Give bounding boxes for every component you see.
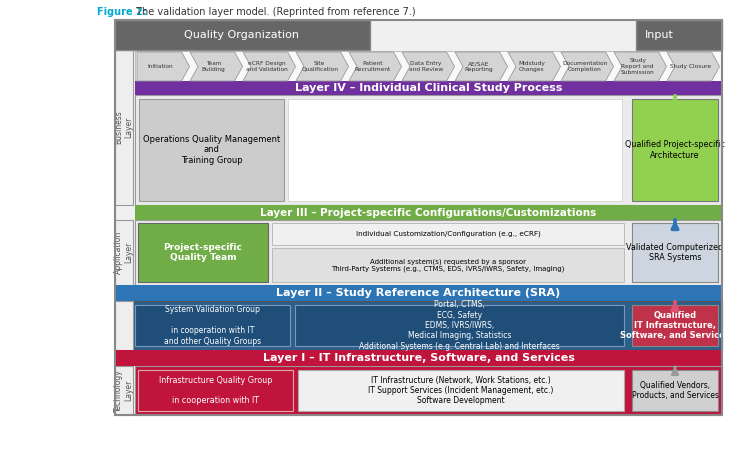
Text: Data Entry
and Review: Data Entry and Review (409, 61, 442, 72)
Text: Layer II – Study Reference Architecture (SRA): Layer II – Study Reference Architecture … (276, 288, 560, 298)
Bar (115, 50, 133, 205)
Text: Midstudy
Changes: Midstudy Changes (518, 61, 545, 72)
Text: Operations Quality Management
and
Training Group: Operations Quality Management and Traini… (142, 135, 280, 165)
Bar (298, 370, 624, 411)
Text: Application
Layer: Application Layer (114, 231, 134, 274)
Polygon shape (667, 52, 719, 81)
Polygon shape (349, 52, 401, 81)
Text: Study
Report and
Submission: Study Report and Submission (621, 58, 655, 75)
Bar (295, 305, 624, 346)
Text: IT Infrastructure (Network, Work Stations, etc.)
IT Support Services (Incident M: IT Infrastructure (Network, Work Station… (368, 376, 554, 405)
Bar (632, 99, 718, 201)
Polygon shape (402, 52, 454, 81)
Text: Study Closure: Study Closure (670, 64, 711, 69)
Text: Technology
Layer: Technology Layer (114, 369, 134, 412)
Text: Team
Building: Team Building (202, 61, 226, 72)
Text: Site
Qualification: Site Qualification (301, 61, 338, 72)
Bar (115, 20, 722, 415)
Bar (135, 81, 722, 95)
Text: Figure 2:: Figure 2: (97, 7, 147, 17)
Bar (138, 223, 268, 282)
Text: eCRF Design
and Validation: eCRF Design and Validation (246, 61, 287, 72)
Text: Additional system(s) requested by a sponsor
Third-Party Systems (e.g., CTMS, EDS: Additional system(s) requested by a spon… (332, 258, 565, 272)
Bar (636, 20, 722, 50)
Polygon shape (296, 52, 349, 81)
Text: Qualified Vendors,
Products, and Services: Qualified Vendors, Products, and Service… (632, 381, 718, 400)
Bar (115, 20, 722, 415)
Text: Layer I – IT Infrastructure, Software, and Services: Layer I – IT Infrastructure, Software, a… (262, 353, 574, 363)
Text: Quality Organization: Quality Organization (184, 30, 299, 40)
Bar (632, 370, 718, 411)
Text: Portal, CTMS,
ECG, Safety
EDMS, IVRS/IWRS,
Medical Imaging, Statistics
Additiona: Portal, CTMS, ECG, Safety EDMS, IVRS/IWR… (359, 300, 560, 351)
Bar (115, 350, 722, 366)
Bar (632, 223, 718, 282)
Bar (135, 205, 722, 220)
Bar (272, 223, 624, 245)
Bar (632, 305, 718, 346)
Bar (115, 366, 133, 415)
Bar (135, 366, 722, 415)
Text: Project-specific
Quality Team: Project-specific Quality Team (164, 243, 242, 262)
Text: Initiation: Initiation (148, 64, 173, 69)
Polygon shape (455, 52, 508, 81)
Bar (272, 248, 624, 282)
Polygon shape (508, 52, 560, 81)
Polygon shape (243, 52, 296, 81)
Text: System Validation Group

in cooperation with IT
and other Quality Groups: System Validation Group in cooperation w… (164, 306, 261, 346)
Text: Validated Computerized
SRA Systems: Validated Computerized SRA Systems (626, 243, 724, 262)
Text: AE/SAE
Reporting: AE/SAE Reporting (464, 61, 493, 72)
Bar (288, 99, 622, 201)
Text: Qualified
IT Infrastructure,
Software, and Services: Qualified IT Infrastructure, Software, a… (620, 310, 730, 340)
Bar (115, 20, 370, 50)
Text: Qualified Project-specific
Architecture: Qualified Project-specific Architecture (625, 140, 725, 160)
Bar (115, 301, 722, 350)
Bar (135, 305, 290, 346)
Text: The validation layer model. (Reprinted from reference 7.): The validation layer model. (Reprinted f… (133, 7, 416, 17)
Bar (138, 370, 293, 411)
Text: Patient
Recruitment: Patient Recruitment (355, 61, 391, 72)
Text: Business
Layer: Business Layer (114, 111, 134, 144)
Text: Input: Input (644, 30, 674, 40)
Polygon shape (190, 52, 242, 81)
Bar (135, 220, 722, 285)
Text: Layer III – Project-specific Configurations/Customizations: Layer III – Project-specific Configurati… (260, 207, 597, 217)
Bar (139, 99, 284, 201)
Bar (115, 301, 133, 350)
Bar (115, 220, 133, 285)
Bar (115, 285, 722, 301)
Polygon shape (614, 52, 667, 81)
Bar (135, 95, 722, 205)
Bar (135, 51, 722, 82)
Polygon shape (137, 52, 190, 81)
Text: Infrastructure Quality Group

in cooperation with IT: Infrastructure Quality Group in cooperat… (159, 376, 272, 405)
Text: Layer IV – Individual Clinical Study Process: Layer IV – Individual Clinical Study Pro… (295, 83, 562, 93)
Text: Documentation
Completion: Documentation Completion (562, 61, 608, 72)
Polygon shape (561, 52, 614, 81)
Text: Individual Customization/Configuration (e.g., eCRF): Individual Customization/Configuration (… (356, 231, 540, 238)
